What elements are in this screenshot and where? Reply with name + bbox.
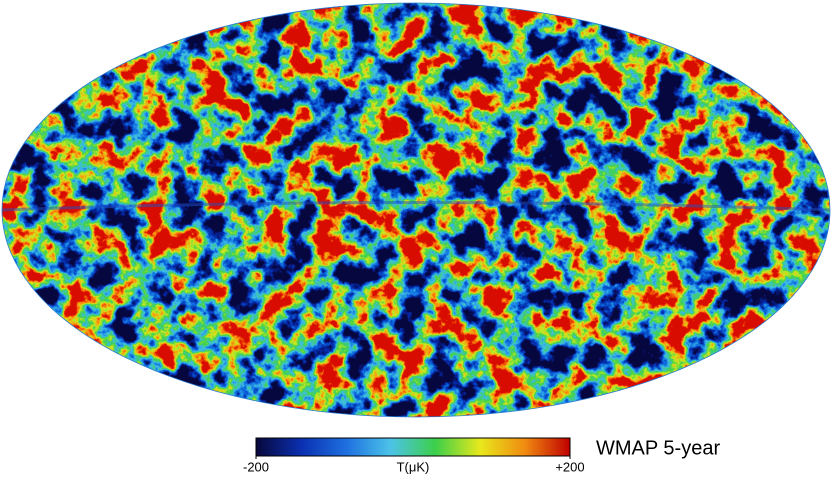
- map-title: WMAP 5-year: [596, 437, 720, 459]
- colorbar-label: T(μK): [397, 459, 430, 474]
- colorbar: [255, 437, 571, 457]
- colorbar-tick-label: +200: [555, 459, 584, 474]
- galactic-plane: [2, 201, 830, 212]
- sky-map: [2, 3, 830, 417]
- colorbar-tick-label: -200: [243, 459, 269, 474]
- temperature-field: [2, 3, 830, 417]
- map-outline: [1, 2, 831, 418]
